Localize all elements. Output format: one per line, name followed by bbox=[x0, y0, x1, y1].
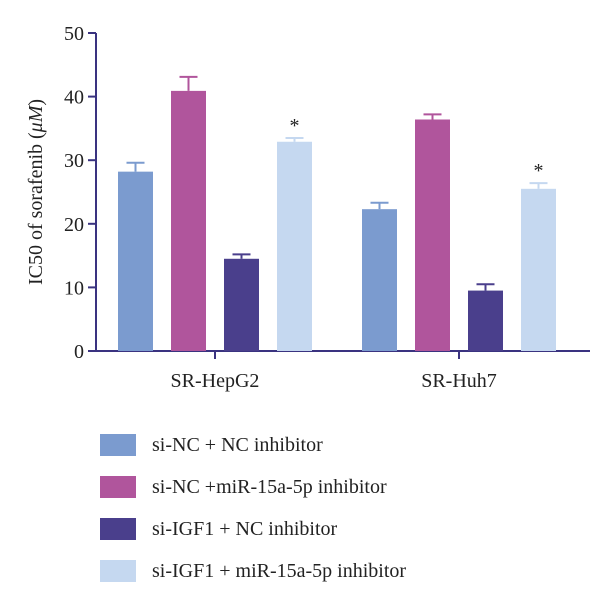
y-tick-label: 30 bbox=[64, 150, 84, 172]
legend-label: si-NC +miR-15a-5p inhibitor bbox=[152, 475, 387, 498]
bar bbox=[415, 119, 450, 351]
legend-label: si-IGF1 + miR-15a-5p inhibitor bbox=[152, 559, 407, 582]
legend-swatch bbox=[100, 560, 136, 582]
legend-label: si-IGF1 + NC inhibitor bbox=[152, 517, 338, 540]
bar bbox=[362, 209, 397, 351]
legend-item: si-NC +miR-15a-5p inhibitor bbox=[100, 466, 580, 508]
legend-item: si-IGF1 + miR-15a-5p inhibitor bbox=[100, 550, 580, 592]
bar bbox=[521, 188, 556, 351]
legend-swatch bbox=[100, 434, 136, 456]
significance-marker: * bbox=[534, 160, 544, 182]
bar bbox=[277, 141, 312, 351]
bar bbox=[468, 290, 503, 351]
y-tick-label: 0 bbox=[74, 341, 84, 363]
legend-swatch bbox=[100, 476, 136, 498]
y-tick-label: 20 bbox=[64, 214, 84, 236]
y-tick-label: 50 bbox=[64, 23, 84, 45]
legend-item: si-IGF1 + NC inhibitor bbox=[100, 508, 580, 550]
legend: si-NC + NC inhibitor si-NC +miR-15a-5p in… bbox=[100, 424, 580, 592]
y-tick-label: 40 bbox=[64, 87, 84, 109]
legend-swatch bbox=[100, 518, 136, 540]
y-tick-label: 10 bbox=[64, 277, 84, 299]
x-tick-label: SR-HepG2 bbox=[171, 370, 260, 392]
y-axis-title: IC50 of sorafenib (μM) bbox=[25, 99, 47, 285]
significance-marker: * bbox=[290, 115, 300, 137]
x-tick-label: SR-Huh7 bbox=[421, 370, 497, 392]
legend-label: si-NC + NC inhibitor bbox=[152, 433, 323, 456]
legend-item: si-NC + NC inhibitor bbox=[100, 424, 580, 466]
plot-area: 0 10 20 30 40 50 * * SR-HepG2 SR-Huh7 bbox=[64, 23, 590, 392]
bar bbox=[224, 258, 259, 351]
bar bbox=[171, 90, 206, 351]
bar bbox=[118, 171, 153, 351]
